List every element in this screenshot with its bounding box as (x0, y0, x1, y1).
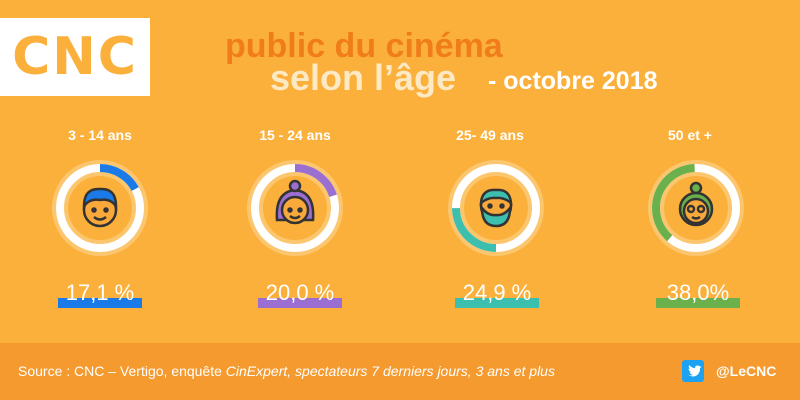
value-bar-fill (455, 298, 539, 308)
percentage-label: 17,1 % (65, 280, 135, 305)
twitter-bird-glyph (687, 365, 702, 377)
bearded-man-face-icon (479, 188, 513, 228)
title-date: - octobre 2018 (488, 67, 658, 95)
child-face-icon (82, 187, 118, 228)
cnc-logo: CNC (0, 18, 150, 96)
donut-chart (247, 160, 343, 256)
percentage-label: 38,0% (666, 280, 730, 305)
value-bar: 38,0% (656, 280, 740, 308)
donut-chart (448, 160, 544, 256)
value-bar-fill (656, 298, 740, 308)
value-bar: 17,1 % (58, 280, 142, 308)
title-line-1: public du cinéma (225, 27, 503, 65)
twitter-handle[interactable]: @LeCNC (716, 363, 777, 379)
percentage-label: 20,0 % (265, 280, 335, 305)
value-bar-fill (58, 298, 142, 308)
category-label: 3 - 14 ans (68, 127, 132, 143)
value-bar-fill (258, 298, 342, 308)
source-italic: CinExpert, spectateurs 7 derniers jours,… (225, 363, 555, 379)
donut-chart (648, 160, 744, 256)
cnc-logo-text: CNC (12, 27, 138, 87)
category-label: 25- 49 ans (456, 127, 524, 143)
percentage-label: 24,9 % (462, 280, 532, 305)
donut-arc (452, 164, 540, 252)
donut-chart (52, 160, 148, 256)
source-note: Source : CNC – Vertigo, enquête CinExper… (18, 363, 555, 379)
source-prefix: Source : CNC – Vertigo, enquête (18, 363, 226, 379)
donut-arc (56, 164, 144, 252)
title-line-2: selon l’âge (270, 57, 457, 98)
donut-arc (251, 164, 339, 252)
donut-arc (652, 164, 740, 252)
twitter-icon[interactable] (682, 360, 704, 382)
footer: Source : CNC – Vertigo, enquête CinExper… (0, 343, 800, 400)
category-label: 15 - 24 ans (259, 127, 331, 143)
young-woman-face-icon (275, 179, 315, 225)
value-bar: 20,0 % (258, 280, 342, 308)
category-label: 50 et + (668, 127, 712, 143)
elderly-woman-face-icon (678, 181, 714, 227)
value-bar: 24,9 % (455, 280, 539, 308)
